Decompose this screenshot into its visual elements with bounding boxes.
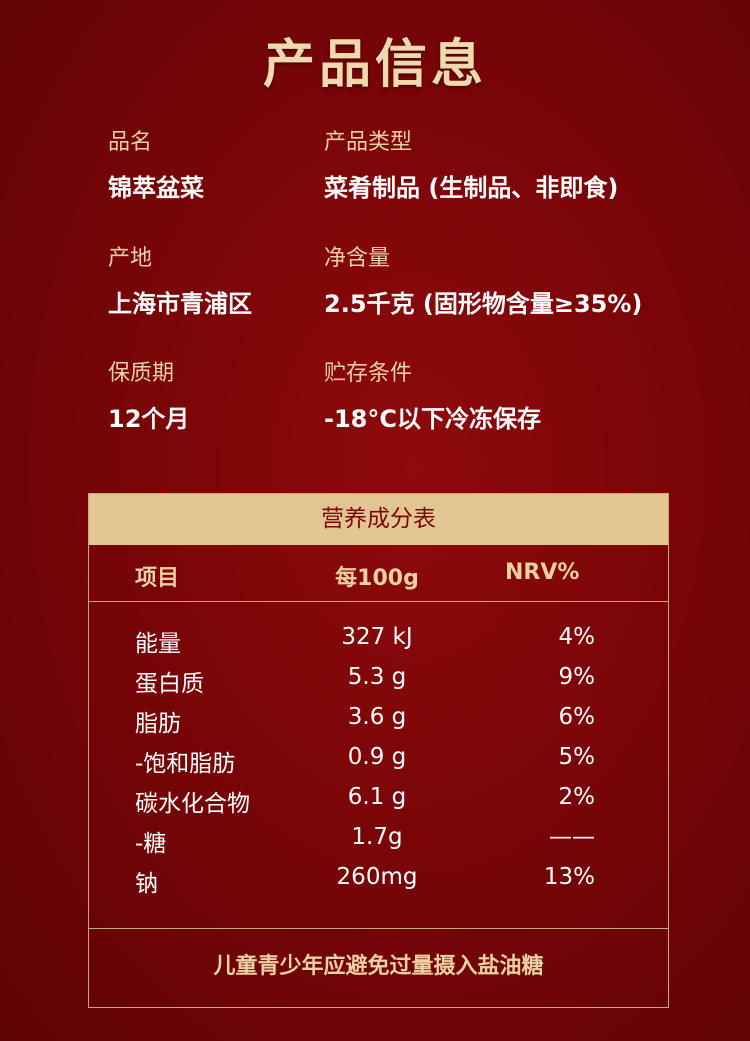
header-nrv: NRV% (505, 560, 580, 585)
info-product-type: 产品类型 菜肴制品 (生制品、非即食) (324, 124, 618, 203)
nutrition-title: 营养成分表 (89, 494, 668, 545)
info-net-content: 净含量 2.5千克 (固形物含量≥35%) (324, 240, 642, 319)
header-item: 项目 (135, 566, 180, 591)
table-row: 碳水化合物 6.1 g 2% (89, 784, 668, 824)
info-label: 产品类型 (324, 130, 413, 155)
nutrient-nrv: 13% (543, 864, 595, 890)
info-value: 锦萃盆菜 (108, 174, 204, 202)
info-value: -18°C以下冷冻保存 (324, 405, 541, 433)
info-label: 保质期 (108, 361, 175, 386)
info-shelf-life: 保质期 12个月 (108, 355, 189, 434)
nutrient-name: -饱和脂肪 (135, 751, 236, 777)
info-value: 菜肴制品 (生制品、非即食) (324, 174, 619, 202)
info-label: 品名 (108, 130, 153, 155)
nutrient-name: 能量 (135, 631, 181, 657)
nutrient-nrv: 4% (558, 624, 596, 650)
info-value: 2.5千克 (固形物含量≥35%) (324, 290, 643, 318)
nutrient-nrv: 9% (558, 664, 596, 690)
info-storage: 贮存条件 -18°C以下冷冻保存 (324, 355, 541, 434)
nutrient-name: 钠 (135, 871, 158, 897)
nutrient-name: 蛋白质 (135, 671, 204, 697)
table-row: -糖 1.7g —— (89, 824, 668, 864)
nutrient-amount: 327 kJ (341, 624, 413, 650)
table-row: 钠 260mg 13% (89, 864, 668, 904)
info-value: 上海市青浦区 (108, 290, 252, 318)
table-row: 能量 327 kJ 4% (89, 624, 668, 664)
table-row: 脂肪 3.6 g 6% (89, 704, 668, 744)
nutrient-nrv: 5% (558, 744, 596, 770)
info-value: 12个月 (108, 405, 190, 433)
nutrient-amount: 1.7g (351, 824, 403, 850)
nutrient-amount: 0.9 g (347, 744, 407, 770)
nutrient-amount: 5.3 g (347, 664, 407, 690)
nutrition-header-row: 项目 每100g NRV% (89, 545, 668, 602)
nutrient-nrv: 6% (558, 704, 596, 730)
table-row: -饱和脂肪 0.9 g 5% (89, 744, 668, 784)
info-label: 贮存条件 (324, 361, 413, 386)
page-title: 产品信息 (262, 34, 487, 95)
nutrient-name: -糖 (135, 831, 167, 857)
nutrient-nrv: 2% (558, 784, 596, 810)
table-row: 蛋白质 5.3 g 9% (89, 664, 668, 704)
nutrient-amount: 260mg (336, 864, 418, 890)
info-label: 产地 (108, 246, 153, 271)
info-origin: 产地 上海市青浦区 (108, 240, 252, 319)
nutrition-rows: 能量 327 kJ 4% 蛋白质 5.3 g 9% 脂肪 3.6 g 6% -饱和脂肪 0.9 g 5… (89, 602, 668, 929)
nutrient-nrv: —— (549, 824, 595, 850)
info-label: 净含量 (324, 246, 391, 271)
nutrient-name: 碳水化合物 (135, 791, 250, 817)
nutrient-amount: 3.6 g (347, 704, 407, 730)
header-per-100g: 每100g (335, 566, 419, 591)
nutrient-name: 脂肪 (135, 711, 181, 737)
nutrition-footer: 儿童青少年应避免过量摄入盐油糖 (213, 954, 544, 979)
nutrient-amount: 6.1 g (347, 784, 407, 810)
info-product-name: 品名 锦萃盆菜 (108, 124, 204, 203)
nutrition-table: 营养成分表 项目 每100g NRV% 能量 327 kJ 4% 蛋白质 5.3 g 9%… (88, 493, 669, 1008)
